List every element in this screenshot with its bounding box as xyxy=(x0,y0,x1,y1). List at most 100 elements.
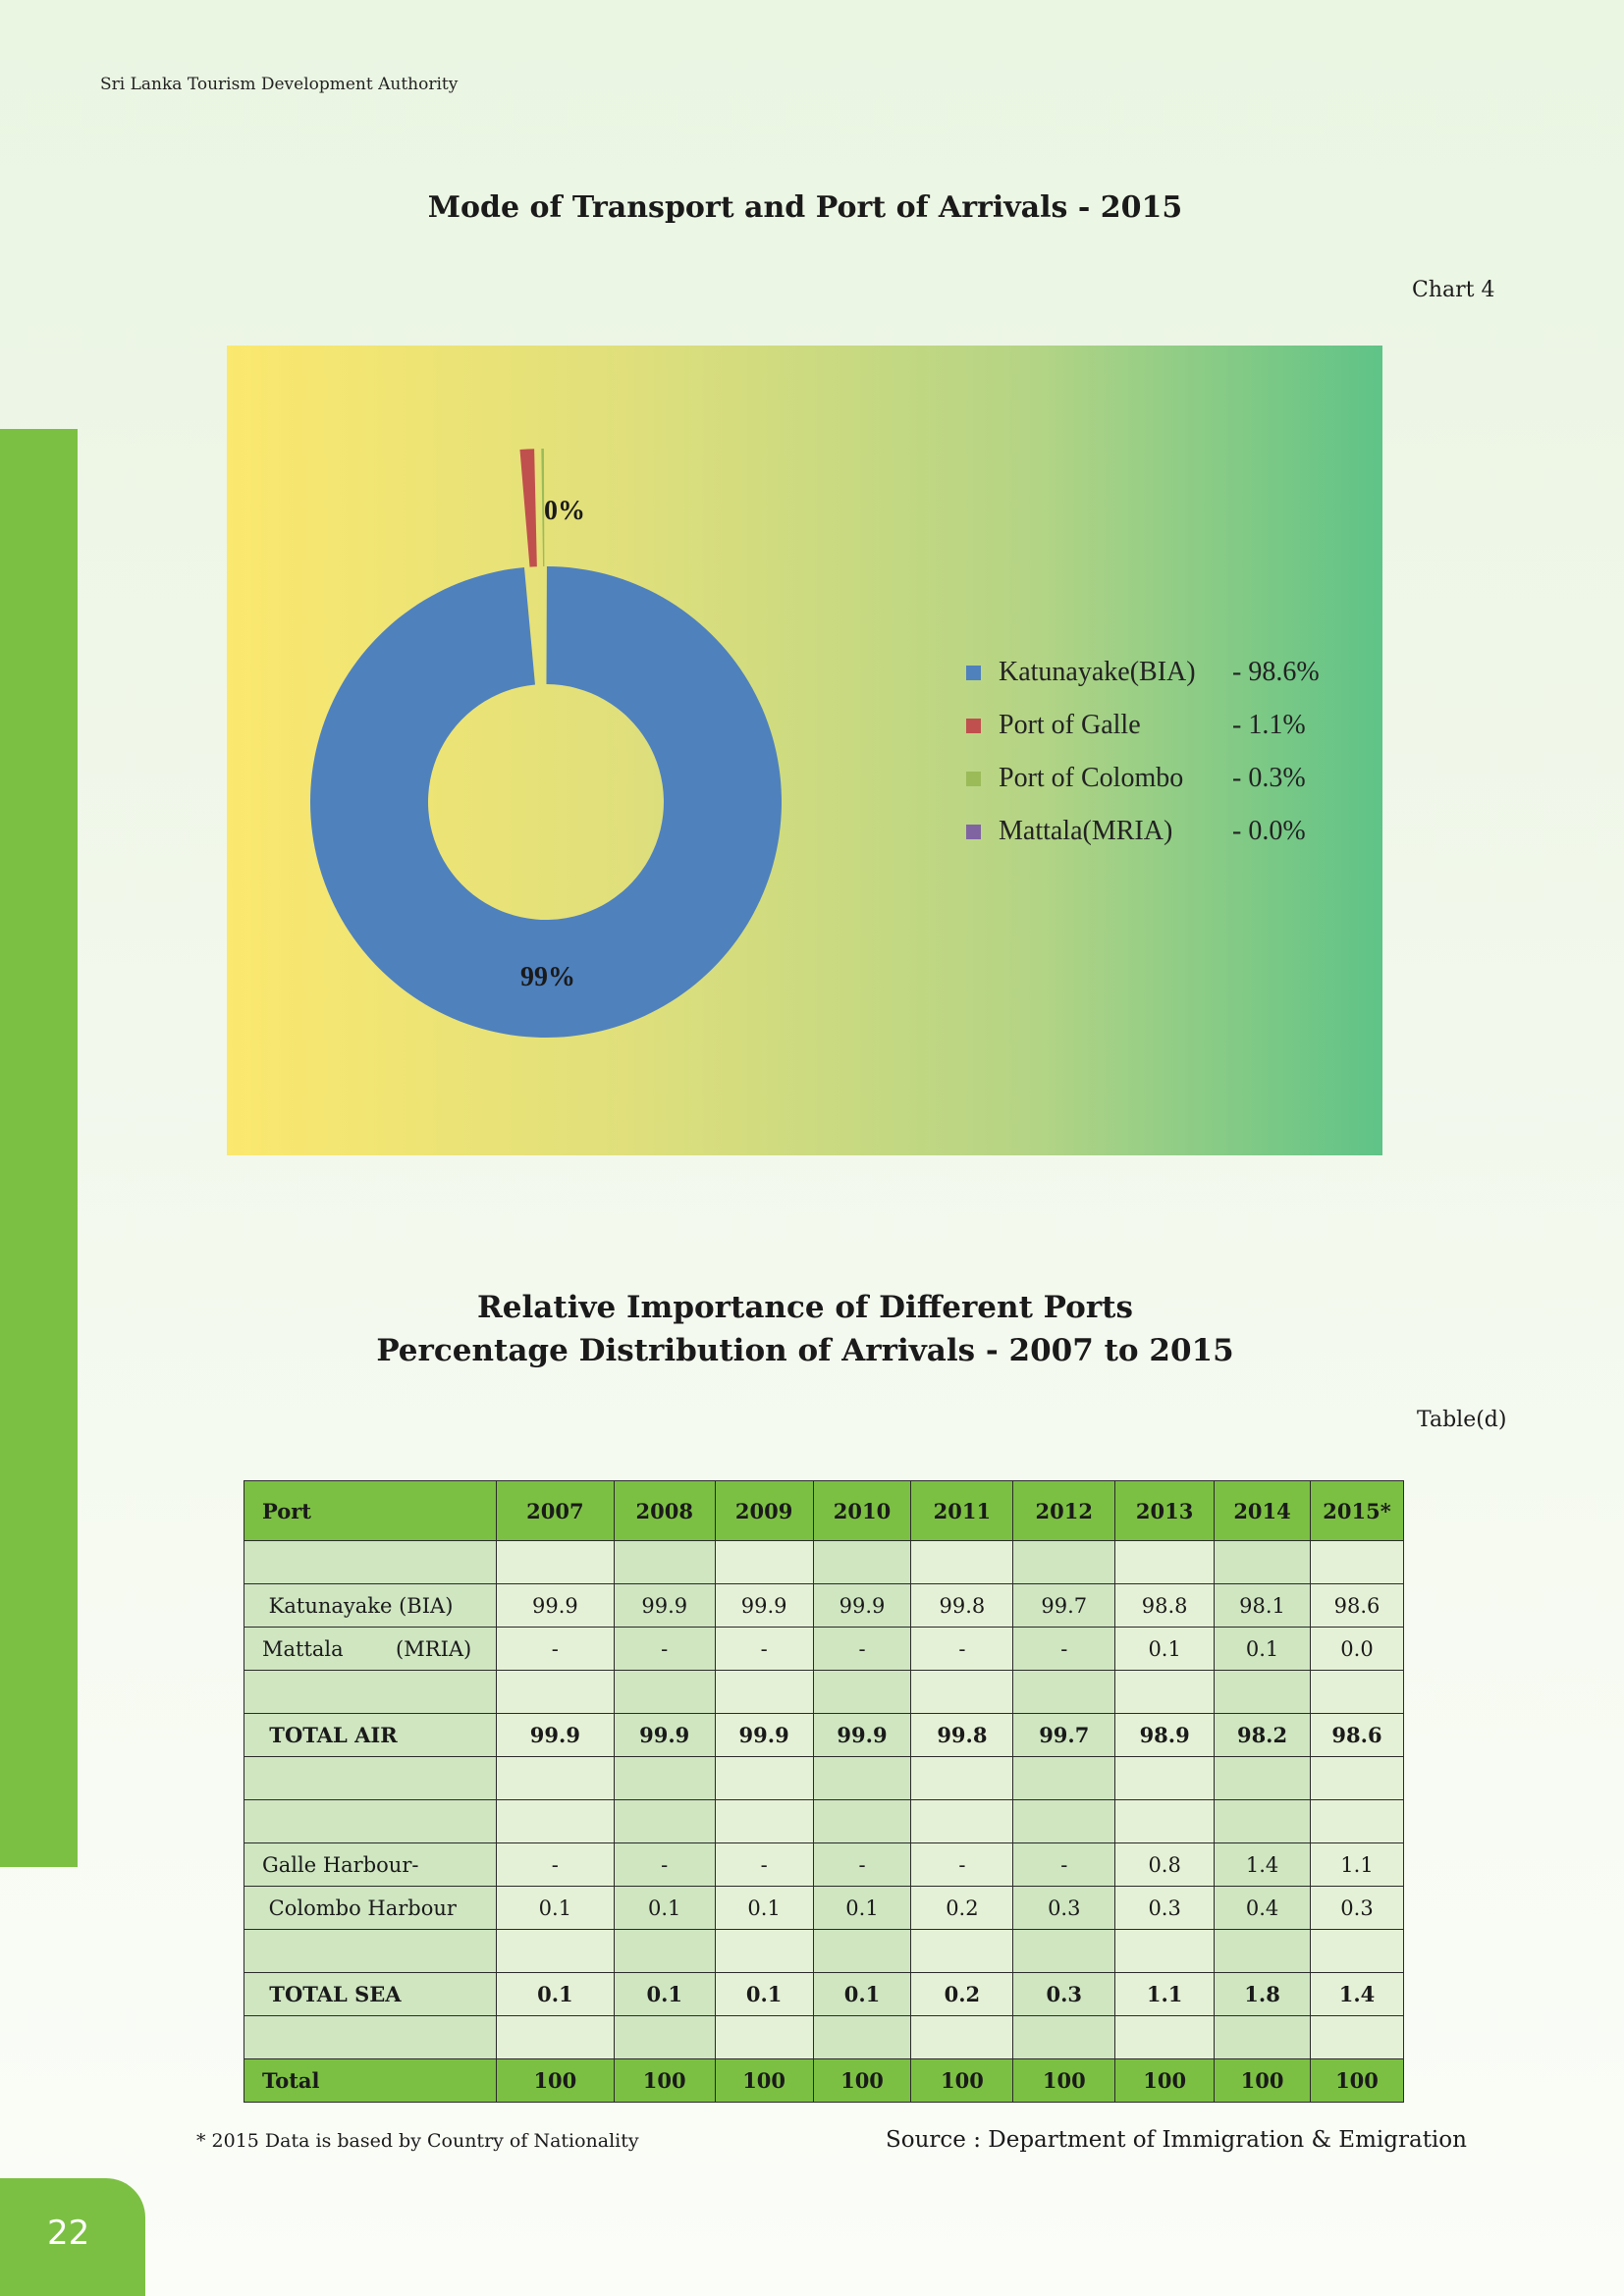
table-cell: 1.8 xyxy=(1214,1972,1311,2016)
table-cell: - xyxy=(1012,1842,1116,1887)
table-cell: 0.1 xyxy=(495,1886,615,1930)
legend-label: Mattala(MRIA) xyxy=(999,816,1173,846)
table-cell xyxy=(714,2015,814,2059)
chart-area: 99% 0% Katunayake(BIA) - 98.6% Port of Gall… xyxy=(227,346,1382,1155)
table-row-label: Mattala (MRIA) xyxy=(244,1627,497,1671)
table-cell xyxy=(495,1540,615,1584)
table-cell xyxy=(714,1799,814,1843)
table-cell xyxy=(812,1799,912,1843)
table-cell: 100 xyxy=(1012,2058,1116,2103)
legend-swatch xyxy=(966,824,981,839)
table-cell: 99.8 xyxy=(910,1713,1014,1757)
table-cell: 0.0 xyxy=(1309,1627,1405,1671)
donut-slice-port-of-galle xyxy=(519,449,537,567)
table-cell: 0.2 xyxy=(910,1972,1014,2016)
legend-value: - 98.6% xyxy=(1232,657,1320,687)
table-cell xyxy=(1309,1670,1405,1714)
table-header-cell: 2012 xyxy=(1012,1480,1116,1541)
table-cell xyxy=(1012,1929,1116,1973)
legend-item: Port of Colombo - 0.3% xyxy=(966,752,1320,805)
legend-value: - 0.3% xyxy=(1232,763,1306,793)
table-cell xyxy=(613,1756,716,1800)
table-cell: 99.9 xyxy=(495,1583,615,1628)
table-row: TOTAL SEA 0.1 0.1 0.1 0.1 0.2 0.3 1.1 1.8 1.4 xyxy=(244,1972,1405,2016)
table-cell xyxy=(1309,1756,1405,1800)
table-row-label xyxy=(244,1756,497,1800)
table-cell xyxy=(1114,1756,1216,1800)
footnote: * 2015 Data is based by Country of Natio… xyxy=(196,2130,639,2152)
legend-label: Port of Colombo xyxy=(999,763,1184,793)
table-cell: 99.9 xyxy=(613,1583,716,1628)
table-cell: 0.1 xyxy=(613,1972,716,2016)
table-cell xyxy=(613,2015,716,2059)
table-cell: 98.9 xyxy=(1114,1713,1216,1757)
table-row: Colombo Harbour 0.1 0.1 0.1 0.1 0.2 0.3 0.3 0.4 0… xyxy=(244,1886,1405,1930)
table-header-cell: 2011 xyxy=(910,1480,1014,1541)
table-cell xyxy=(812,1540,912,1584)
table-cell: 0.4 xyxy=(1214,1886,1311,1930)
table-cell xyxy=(910,1670,1014,1714)
table-cell: 99.9 xyxy=(495,1713,615,1757)
table-cell: 0.1 xyxy=(613,1886,716,1930)
table-cell: 1.4 xyxy=(1309,1972,1405,2016)
table-row-label: Colombo Harbour xyxy=(244,1886,497,1930)
table-cell: 98.6 xyxy=(1309,1713,1405,1757)
legend-swatch xyxy=(966,665,981,680)
table-cell: 0.1 xyxy=(1214,1627,1311,1671)
table-cell xyxy=(910,1799,1014,1843)
legend-label: Katunayake(BIA) xyxy=(999,657,1196,687)
table-header-cell: 2015* xyxy=(1309,1480,1405,1541)
table-cell: 99.9 xyxy=(714,1713,814,1757)
data-label-small: 0% xyxy=(544,496,585,526)
legend-value: - 0.0% xyxy=(1232,816,1306,846)
table-cell: 0.1 xyxy=(714,1972,814,2016)
chart-ref: Chart 4 xyxy=(1412,278,1495,302)
table-cell: 0.2 xyxy=(910,1886,1014,1930)
table-cell: - xyxy=(910,1627,1014,1671)
table-cell: 99.9 xyxy=(613,1713,716,1757)
table-row-label: TOTAL AIR xyxy=(244,1713,497,1757)
table-cell: 1.1 xyxy=(1309,1842,1405,1887)
table-cell: 99.7 xyxy=(1012,1713,1116,1757)
table-cell xyxy=(613,1540,716,1584)
table-title: Relative Importance of Different Ports P… xyxy=(0,1286,1610,1372)
table-cell: 100 xyxy=(1214,2058,1311,2103)
table-row-label xyxy=(244,2015,497,2059)
table-cell: 98.8 xyxy=(1114,1583,1216,1628)
table-cell: 100 xyxy=(495,2058,615,2103)
table-row: Katunayake (BIA) 99.9 99.9 99.9 99.9 99.8 99.7… xyxy=(244,1583,1405,1628)
table-row: Total 100 100 100 100 100 100 100 100 100 xyxy=(244,2058,1405,2103)
table-row-label xyxy=(244,1540,497,1584)
legend-swatch xyxy=(966,771,981,786)
table-header-cell: 2014 xyxy=(1214,1480,1311,1541)
table-cell xyxy=(1214,1756,1311,1800)
table-row xyxy=(244,1929,1405,1973)
table-cell: - xyxy=(613,1627,716,1671)
table-cell xyxy=(1114,1799,1216,1843)
table-cell xyxy=(910,2015,1014,2059)
table-cell: - xyxy=(714,1627,814,1671)
table-cell xyxy=(1214,1670,1311,1714)
table-cell xyxy=(1214,1929,1311,1973)
table-row-label: TOTAL SEA xyxy=(244,1972,497,2016)
table-cell: 99.9 xyxy=(714,1583,814,1628)
table-cell xyxy=(714,1540,814,1584)
table-row: Galle Harbour- - - - - - -0.8 1.4 1.1 xyxy=(244,1842,1405,1887)
table-cell xyxy=(1309,2015,1405,2059)
legend-value: - 1.1% xyxy=(1232,710,1306,740)
table-row-label xyxy=(244,1670,497,1714)
table-cell: 0.1 xyxy=(812,1972,912,2016)
table-cell: 0.3 xyxy=(1012,1972,1116,2016)
table-cell xyxy=(613,1929,716,1973)
table-cell xyxy=(613,1799,716,1843)
legend-item: Port of Galle - 1.1% xyxy=(966,699,1320,752)
table-cell: - xyxy=(1012,1627,1116,1671)
table-cell: - xyxy=(613,1842,716,1887)
table-row xyxy=(244,1799,1405,1843)
table-row xyxy=(244,1670,1405,1714)
table-cell xyxy=(495,1670,615,1714)
table-cell xyxy=(1114,1670,1216,1714)
table-row xyxy=(244,1540,1405,1584)
table-cell: 0.3 xyxy=(1012,1886,1116,1930)
table-cell xyxy=(495,1929,615,1973)
